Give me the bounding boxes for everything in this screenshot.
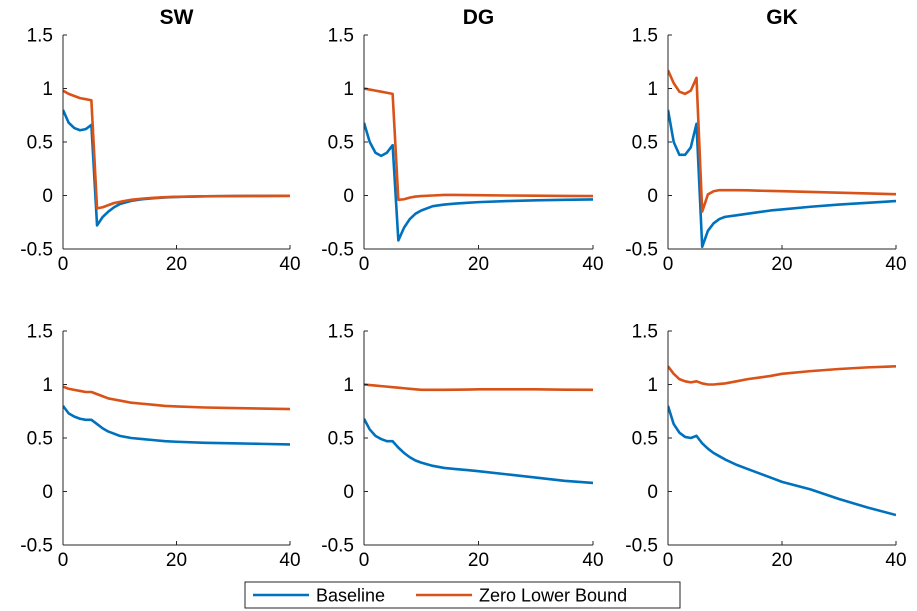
x-tick-label: 20 bbox=[771, 550, 792, 571]
y-tick-label: 0.5 bbox=[27, 429, 53, 450]
y-tick-label: 0.5 bbox=[632, 429, 658, 450]
y-tick-label: 1.5 bbox=[328, 322, 354, 343]
y-tick-label: 1.5 bbox=[27, 322, 53, 343]
y-tick-label: 0 bbox=[343, 186, 354, 207]
y-tick-label: 1.5 bbox=[632, 322, 658, 343]
y-tick-label: 0 bbox=[647, 482, 658, 503]
y-tick-label: 1 bbox=[647, 375, 658, 396]
panel-4: -0.500.511.50 20 40 bbox=[20, 322, 300, 572]
series-line-zero-lower-bound bbox=[63, 89, 290, 210]
panel-title: SW bbox=[160, 6, 194, 29]
x-tick-label: 0 bbox=[58, 254, 69, 275]
series-line-zero-lower-bound bbox=[364, 87, 593, 202]
y-tick-label: 1 bbox=[343, 79, 354, 100]
y-tick-label: 1 bbox=[343, 375, 354, 396]
panel-title: GK bbox=[766, 6, 798, 29]
series-line-baseline bbox=[668, 405, 896, 517]
x-tick-label: 20 bbox=[468, 550, 489, 571]
series-line-zero-lower-bound bbox=[63, 385, 290, 411]
y-tick-label: 0.5 bbox=[328, 133, 354, 154]
y-tick-label: 1 bbox=[42, 79, 53, 100]
legend: Baseline Zero Lower Bound bbox=[244, 581, 681, 609]
x-tick-label: 0 bbox=[359, 550, 370, 571]
x-tick-label: 40 bbox=[885, 550, 906, 571]
panel-5: -0.500.511.50 20 40 bbox=[321, 322, 603, 572]
legend-label-baseline: Baseline bbox=[316, 586, 385, 606]
y-tick-label: 0.5 bbox=[328, 429, 354, 450]
x-tick-label: 40 bbox=[279, 550, 300, 571]
series-line-baseline bbox=[63, 405, 290, 446]
y-tick-label: 0 bbox=[343, 482, 354, 503]
x-tick-label: 0 bbox=[663, 254, 674, 275]
x-tick-label: 0 bbox=[58, 550, 69, 571]
series-line-baseline bbox=[364, 418, 593, 485]
x-tick-label: 20 bbox=[468, 254, 489, 275]
y-tick-label: -0.5 bbox=[20, 536, 53, 557]
series-line-zero-lower-bound bbox=[364, 383, 593, 392]
y-tick-label: 0.5 bbox=[632, 133, 658, 154]
y-tick-label: 0 bbox=[647, 186, 658, 207]
x-tick-label: 0 bbox=[663, 550, 674, 571]
x-tick-label: 20 bbox=[166, 550, 187, 571]
y-tick-label: -0.5 bbox=[321, 240, 354, 261]
x-tick-label: 40 bbox=[582, 254, 603, 275]
y-tick-label: 1 bbox=[647, 79, 658, 100]
y-tick-label: -0.5 bbox=[625, 240, 658, 261]
y-tick-label: 0 bbox=[42, 186, 53, 207]
x-tick-label: 0 bbox=[359, 254, 370, 275]
x-tick-label: 20 bbox=[166, 254, 187, 275]
y-tick-label: 1 bbox=[42, 375, 53, 396]
series-line-baseline bbox=[668, 109, 896, 249]
y-tick-label: -0.5 bbox=[321, 536, 354, 557]
x-tick-label: 40 bbox=[582, 550, 603, 571]
x-tick-label: 40 bbox=[279, 254, 300, 275]
y-tick-label: 0 bbox=[42, 482, 53, 503]
y-tick-label: 1.5 bbox=[27, 26, 53, 47]
series-line-zero-lower-bound bbox=[668, 365, 896, 386]
y-tick-label: 1.5 bbox=[632, 26, 658, 47]
x-tick-label: 40 bbox=[885, 254, 906, 275]
panel-6: -0.500.511.50 20 40 bbox=[625, 322, 906, 572]
legend-label-zero-lower-bound: Zero Lower Bound bbox=[479, 586, 627, 606]
panel-title: DG bbox=[463, 6, 495, 29]
x-tick-label: 20 bbox=[771, 254, 792, 275]
y-tick-label: 1.5 bbox=[328, 26, 354, 47]
y-tick-label: 0.5 bbox=[27, 133, 53, 154]
y-tick-label: -0.5 bbox=[625, 536, 658, 557]
y-tick-label: -0.5 bbox=[20, 240, 53, 261]
series-line-zero-lower-bound bbox=[668, 69, 896, 213]
series-line-baseline bbox=[364, 122, 593, 242]
